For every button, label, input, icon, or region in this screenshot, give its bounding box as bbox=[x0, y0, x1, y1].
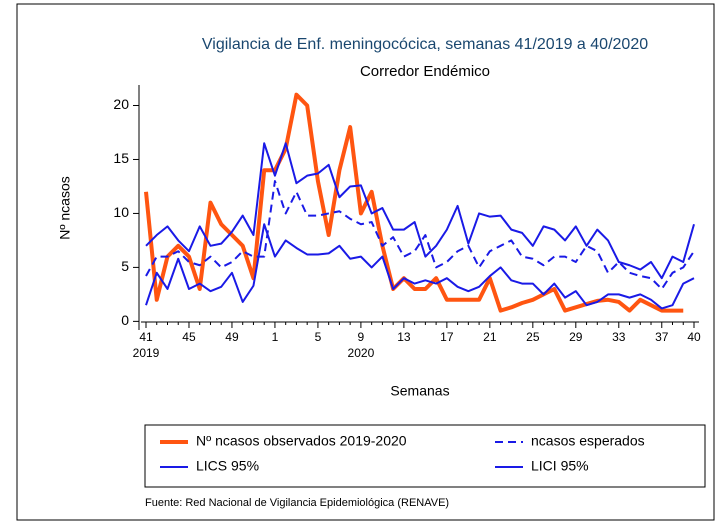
x-tick-label: 5 bbox=[315, 330, 322, 344]
x-tick-label: 49 bbox=[225, 330, 239, 344]
x-tick-label: 40 bbox=[687, 330, 701, 344]
y-tick-label: 20 bbox=[113, 96, 129, 112]
x-tick-label: 41 bbox=[139, 330, 153, 344]
x-tick-label: 1 bbox=[272, 330, 279, 344]
y-tick-label: 15 bbox=[113, 150, 129, 166]
y-tick-label: 0 bbox=[121, 312, 129, 328]
year-label: 2020 bbox=[348, 346, 375, 360]
x-tick-label: 21 bbox=[483, 330, 497, 344]
legend-box bbox=[144, 424, 706, 488]
series-line bbox=[144, 92, 684, 313]
legend-label: Nº ncasos observados 2019-2020 bbox=[196, 433, 407, 449]
chart-title: Vigilancia de Enf. meningocócica, semana… bbox=[202, 36, 648, 53]
x-tick-label: 13 bbox=[397, 330, 411, 344]
x-tick-label: 37 bbox=[655, 330, 669, 344]
x-axis-title: Semanas bbox=[390, 383, 449, 399]
footnote: Fuente: Red Nacional de Vigilancia Epide… bbox=[145, 497, 449, 509]
x-tick-label: 33 bbox=[612, 330, 626, 344]
y-tick-label: 5 bbox=[121, 258, 129, 274]
x-tick-label: 25 bbox=[526, 330, 540, 344]
series-line bbox=[145, 142, 695, 280]
x-tick-label: 45 bbox=[182, 330, 196, 344]
series-line bbox=[145, 180, 695, 290]
legend-label: ncasos esperados bbox=[531, 433, 645, 449]
y-axis-title: Nº ncasos bbox=[57, 176, 73, 239]
chart-subtitle: Corredor Endémico bbox=[360, 63, 490, 80]
year-label: 2019 bbox=[133, 346, 160, 360]
legend-label: LICI 95% bbox=[531, 458, 589, 474]
y-tick-label: 10 bbox=[113, 204, 129, 220]
x-tick-label: 9 bbox=[358, 330, 365, 344]
x-tick-label: 17 bbox=[440, 330, 454, 344]
legend-label: LICS 95% bbox=[196, 458, 259, 474]
x-tick-label: 29 bbox=[569, 330, 583, 344]
series-line bbox=[145, 223, 695, 310]
